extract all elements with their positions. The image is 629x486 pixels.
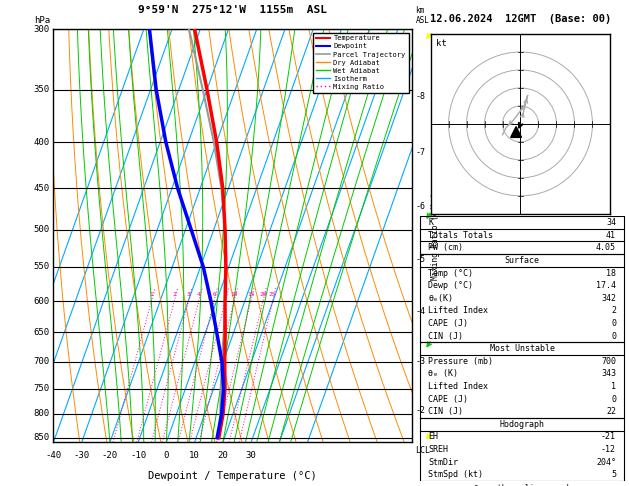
Text: -30: -30	[74, 451, 90, 460]
Text: -8: -8	[416, 92, 426, 101]
Text: © weatheronline.co.uk: © weatheronline.co.uk	[474, 484, 571, 486]
Text: 600: 600	[34, 296, 50, 306]
Text: 10: 10	[189, 451, 200, 460]
Text: Dewpoint / Temperature (°C): Dewpoint / Temperature (°C)	[148, 471, 317, 481]
Text: 5: 5	[611, 470, 616, 479]
Text: 700: 700	[34, 357, 50, 366]
Text: -4: -4	[416, 307, 426, 316]
Text: 343: 343	[601, 369, 616, 379]
Text: 0: 0	[611, 395, 616, 404]
Text: Mixing Ratio (g/kg): Mixing Ratio (g/kg)	[431, 192, 440, 279]
Text: 4: 4	[197, 292, 201, 297]
Text: 1: 1	[611, 382, 616, 391]
Text: 550: 550	[34, 262, 50, 271]
Text: 18: 18	[606, 269, 616, 278]
Text: 2: 2	[611, 306, 616, 315]
Text: θₑ(K): θₑ(K)	[428, 294, 453, 303]
Text: 0: 0	[611, 319, 616, 328]
Text: 17.4: 17.4	[596, 281, 616, 290]
Text: 500: 500	[34, 225, 50, 234]
Text: CIN (J): CIN (J)	[428, 407, 463, 417]
Text: Temp (°C): Temp (°C)	[428, 269, 473, 278]
Legend: Temperature, Dewpoint, Parcel Trajectory, Dry Adiabat, Wet Adiabat, Isotherm, Mi: Temperature, Dewpoint, Parcel Trajectory…	[313, 33, 408, 93]
Text: -6: -6	[416, 203, 426, 211]
Text: -40: -40	[45, 451, 62, 460]
Text: StmDir: StmDir	[428, 458, 458, 467]
Text: EH: EH	[428, 433, 438, 441]
Text: 3: 3	[187, 292, 191, 297]
Text: Most Unstable: Most Unstable	[489, 344, 555, 353]
Text: 1: 1	[150, 292, 153, 297]
Text: 25: 25	[269, 292, 276, 297]
Text: 650: 650	[34, 328, 50, 337]
Text: 41: 41	[606, 231, 616, 240]
Text: 342: 342	[601, 294, 616, 303]
Text: 22: 22	[606, 407, 616, 417]
Text: θₑ (K): θₑ (K)	[428, 369, 458, 379]
Text: CIN (J): CIN (J)	[428, 331, 463, 341]
Text: PW (cm): PW (cm)	[428, 243, 463, 252]
Text: -20: -20	[102, 451, 118, 460]
Text: Dewp (°C): Dewp (°C)	[428, 281, 473, 290]
Text: 350: 350	[34, 85, 50, 94]
Text: Lifted Index: Lifted Index	[428, 306, 488, 315]
Text: Hodograph: Hodograph	[499, 420, 545, 429]
Text: 20: 20	[218, 451, 228, 460]
Text: 204°: 204°	[596, 458, 616, 467]
Text: km
ASL: km ASL	[416, 6, 430, 25]
Text: Pressure (mb): Pressure (mb)	[428, 357, 493, 366]
Text: kt: kt	[436, 39, 447, 49]
Text: 20: 20	[259, 292, 267, 297]
Text: 9°59'N  275°12'W  1155m  ASL: 9°59'N 275°12'W 1155m ASL	[138, 5, 327, 15]
Text: -3: -3	[416, 357, 426, 366]
Text: 8: 8	[223, 292, 227, 297]
Text: 34: 34	[606, 218, 616, 227]
Text: 0: 0	[611, 331, 616, 341]
Text: 2: 2	[172, 292, 176, 297]
Text: 750: 750	[34, 384, 50, 393]
Text: 300: 300	[34, 25, 50, 34]
Text: -12: -12	[601, 445, 616, 454]
Text: Surface: Surface	[504, 256, 540, 265]
Text: hPa: hPa	[34, 16, 50, 25]
Text: 4.05: 4.05	[596, 243, 616, 252]
Text: -2: -2	[416, 406, 426, 416]
Text: -21: -21	[601, 433, 616, 441]
Text: 800: 800	[34, 409, 50, 418]
Text: 400: 400	[34, 138, 50, 146]
Text: 850: 850	[34, 433, 50, 442]
Text: 30: 30	[246, 451, 257, 460]
Text: 15: 15	[247, 292, 255, 297]
Text: SREH: SREH	[428, 445, 448, 454]
Text: Lifted Index: Lifted Index	[428, 382, 488, 391]
Text: StmSpd (kt): StmSpd (kt)	[428, 470, 483, 479]
Text: Totals Totals: Totals Totals	[428, 231, 493, 240]
Text: -5: -5	[416, 255, 426, 264]
Text: LCL: LCL	[416, 446, 431, 455]
Text: 0: 0	[164, 451, 169, 460]
Text: 12.06.2024  12GMT  (Base: 00): 12.06.2024 12GMT (Base: 00)	[430, 14, 611, 24]
Text: -10: -10	[130, 451, 146, 460]
Text: -7: -7	[416, 148, 426, 157]
Text: 450: 450	[34, 184, 50, 193]
Text: 6: 6	[212, 292, 216, 297]
Text: CAPE (J): CAPE (J)	[428, 395, 468, 404]
Text: CAPE (J): CAPE (J)	[428, 319, 468, 328]
Text: K: K	[428, 218, 433, 227]
Text: 10: 10	[230, 292, 238, 297]
Polygon shape	[511, 126, 521, 138]
Text: 700: 700	[601, 357, 616, 366]
